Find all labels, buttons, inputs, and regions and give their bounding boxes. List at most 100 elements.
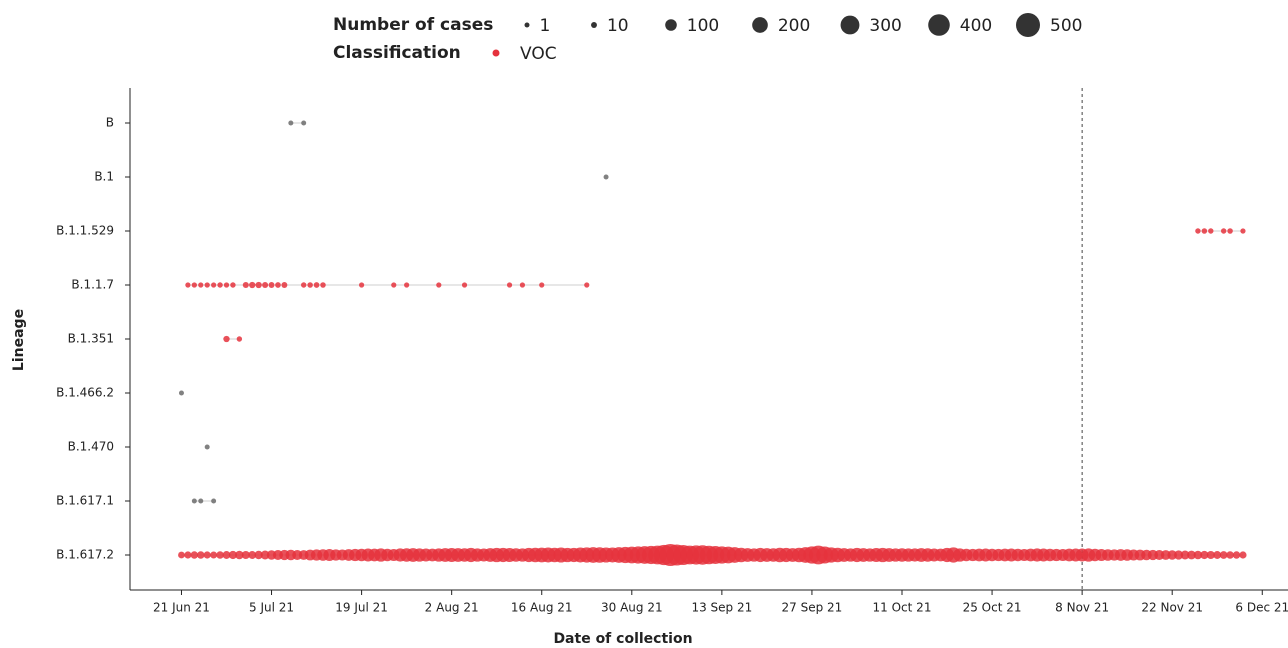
point <box>198 282 204 288</box>
point <box>358 282 365 288</box>
point <box>255 281 262 289</box>
x-tick-label: 6 Dec 21 <box>1235 601 1288 615</box>
point <box>313 282 320 288</box>
point <box>301 120 307 126</box>
size-legend-key <box>665 19 677 31</box>
size-legend-key <box>1016 13 1040 37</box>
point <box>539 282 545 288</box>
size-legend-key <box>591 22 597 28</box>
point <box>260 550 270 560</box>
size-legend-label: 400 <box>960 16 992 36</box>
x-tick-label: 11 Oct 21 <box>873 601 932 615</box>
point <box>249 281 256 289</box>
point <box>235 550 244 560</box>
y-tick-label: B.1.617.2 <box>56 548 114 562</box>
x-tick-label: 19 Jul 21 <box>335 601 388 615</box>
point <box>196 551 205 559</box>
point <box>223 335 230 343</box>
point <box>506 282 513 288</box>
size-legend-label: 500 <box>1050 16 1082 36</box>
color-legend-key <box>492 49 500 57</box>
x-tick-label: 21 Jun 21 <box>153 601 210 615</box>
size-legend-label: 200 <box>778 16 810 36</box>
point <box>1227 228 1233 234</box>
x-tick-label: 13 Sep 21 <box>691 601 752 615</box>
size-legend-label: 1 <box>540 16 551 36</box>
point <box>228 550 238 560</box>
point <box>242 281 249 289</box>
size-legend-label: 300 <box>869 16 901 36</box>
point <box>184 551 192 559</box>
size-legend-label: 10 <box>607 16 629 36</box>
point <box>203 551 211 559</box>
point <box>216 551 224 559</box>
point <box>254 550 263 560</box>
point <box>211 498 217 504</box>
y-tick-label: B.1.617.1 <box>56 494 114 508</box>
point <box>519 282 526 288</box>
point <box>1226 551 1234 559</box>
point <box>461 282 468 288</box>
point <box>1200 550 1209 560</box>
x-tick-label: 5 Jul 21 <box>249 601 294 615</box>
x-tick-label: 22 Nov 21 <box>1141 601 1203 615</box>
point <box>268 282 275 288</box>
point <box>178 390 184 396</box>
point <box>1174 550 1184 560</box>
point <box>1206 550 1215 560</box>
point <box>1187 550 1196 560</box>
color-legend-title: Classification <box>333 43 461 63</box>
y-tick-label: B.1.351 <box>68 332 114 346</box>
point <box>281 282 288 288</box>
point <box>248 551 257 559</box>
point <box>185 282 191 288</box>
x-tick-label: 30 Aug 21 <box>601 601 663 615</box>
point <box>584 282 590 288</box>
point <box>178 551 185 559</box>
point <box>217 282 223 288</box>
size-legend-title: Number of cases <box>333 15 493 35</box>
x-tick-label: 27 Sep 21 <box>782 601 843 615</box>
point <box>198 498 204 504</box>
point <box>190 551 199 559</box>
point <box>1220 228 1227 234</box>
point <box>204 282 210 288</box>
y-tick-label: B.1.1.529 <box>56 224 114 238</box>
point <box>1180 550 1190 560</box>
size-legend-label: 100 <box>687 16 719 36</box>
point <box>1213 551 1222 559</box>
point <box>1195 228 1201 234</box>
x-tick-label: 16 Aug 21 <box>511 601 573 615</box>
point <box>436 282 442 288</box>
y-tick-label: B.1.470 <box>68 440 114 454</box>
y-axis-label: Lineage <box>11 309 27 371</box>
size-legend-key <box>928 14 950 36</box>
point <box>1167 550 1177 560</box>
point <box>1201 228 1208 234</box>
x-tick-label: 2 Aug 21 <box>425 601 479 615</box>
point <box>210 551 218 559</box>
size-legend-key <box>840 15 860 35</box>
y-tick-label: B.1.1.7 <box>71 278 114 292</box>
point <box>307 282 313 288</box>
size-legend-key <box>752 17 768 33</box>
color-legend-label: VOC <box>520 44 557 64</box>
point <box>223 282 230 288</box>
y-tick-label: B.1.466.2 <box>56 386 114 400</box>
x-tick-label: 25 Oct 21 <box>963 601 1022 615</box>
point <box>222 551 231 559</box>
point <box>204 444 210 450</box>
point <box>236 336 243 342</box>
point <box>300 282 307 288</box>
point <box>211 282 217 288</box>
point <box>191 282 197 288</box>
point <box>230 282 236 288</box>
point <box>1208 228 1214 234</box>
point <box>241 550 250 560</box>
point <box>391 282 397 288</box>
size-legend-key <box>524 22 530 28</box>
point <box>262 281 269 289</box>
point <box>191 498 197 504</box>
point <box>288 120 294 126</box>
